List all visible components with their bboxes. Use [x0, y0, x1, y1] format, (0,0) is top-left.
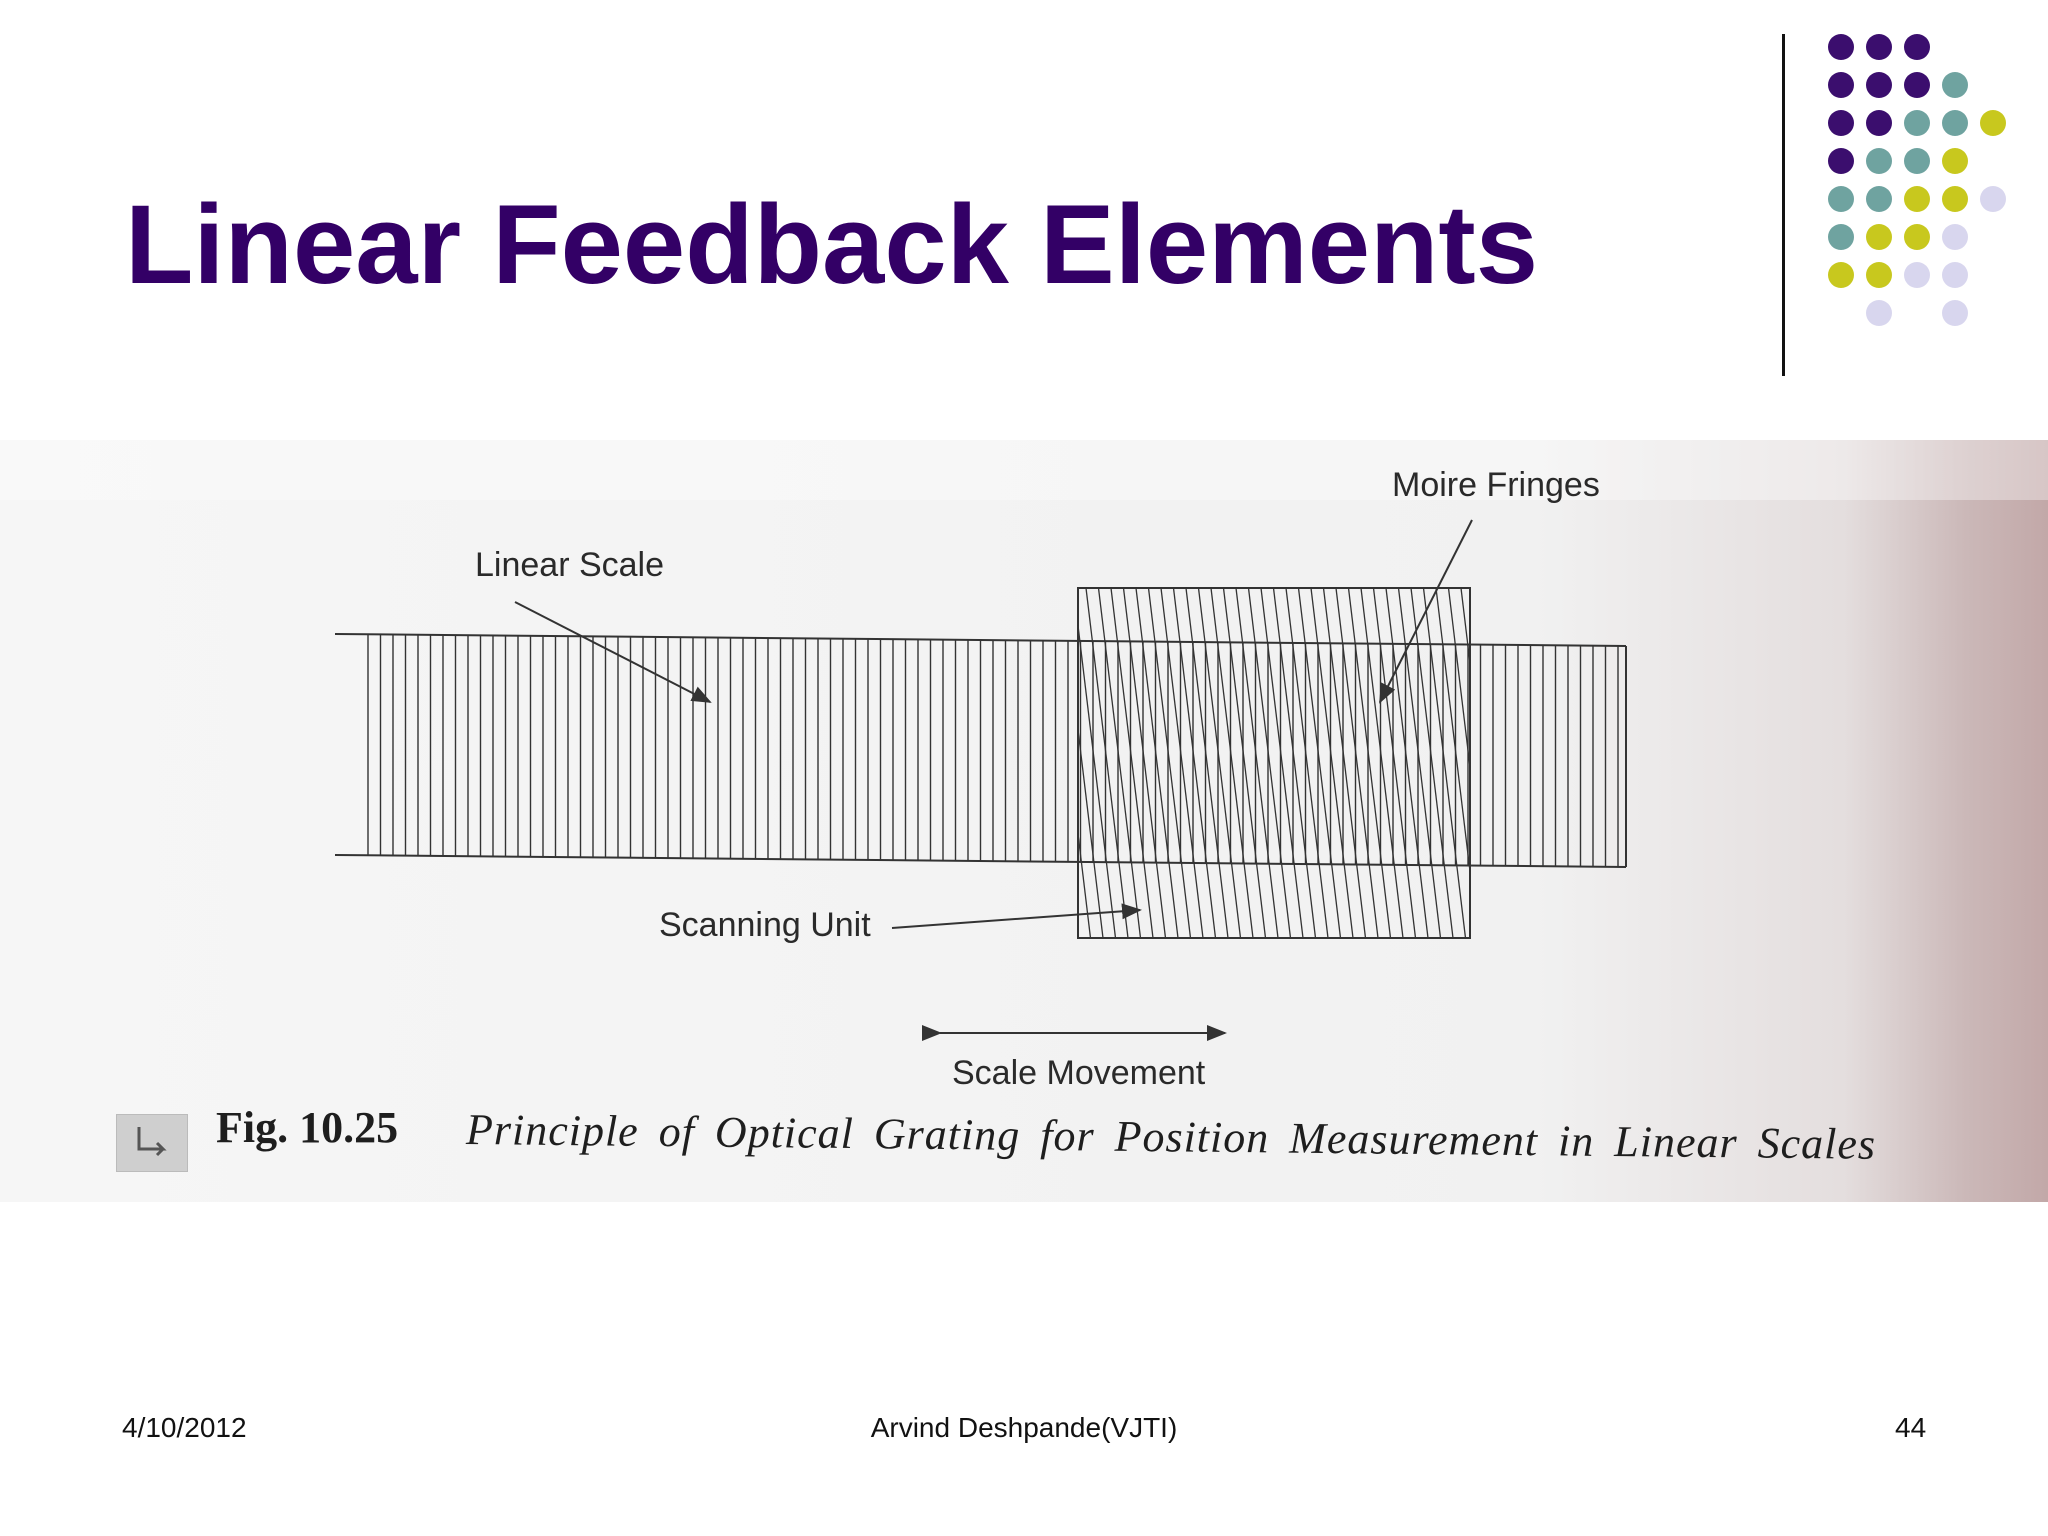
decor-dot — [1866, 34, 1892, 60]
decor-dot — [1942, 72, 1968, 98]
figure-number: Fig. 10.25 — [216, 1103, 399, 1152]
scale-movement-label: Scale Movement — [952, 1054, 1206, 1092]
scanning-unit-grating-line — [1185, 587, 1229, 939]
decor-dot — [1942, 148, 1968, 174]
scanning-unit-grating-line — [1397, 587, 1442, 939]
decor-dot — [1866, 148, 1892, 174]
scanning-unit-grating-line — [1260, 587, 1304, 939]
scanning-unit-grating-line — [1310, 587, 1354, 939]
decor-dot — [1828, 110, 1854, 136]
figure-caption-text: Principle of Optical Grating for Positio… — [465, 1105, 1877, 1169]
decor-dot — [1942, 262, 1968, 288]
scanning-unit-grating-line — [1077, 625, 1117, 939]
decor-dot — [1866, 72, 1892, 98]
scanning-unit-grating-line — [1122, 587, 1167, 939]
moire-fringes-pointer — [1379, 519, 1473, 704]
scanning-unit-grating-line — [1160, 587, 1204, 939]
linear-scale-label: Linear Scale — [475, 546, 665, 584]
moire-fringes-label: Moire Fringes — [1392, 466, 1600, 504]
decor-dot — [1904, 34, 1930, 60]
scanning-unit-grating-line — [1435, 587, 1471, 872]
photo-background — [0, 440, 2048, 1202]
decor-dot — [1866, 262, 1892, 288]
scanning-unit-grating-line — [1210, 587, 1254, 939]
scanning-unit-grating-line — [1422, 587, 1467, 939]
scanning-unit-grating-line — [1272, 587, 1317, 939]
dot-grid-decoration — [1828, 34, 2006, 326]
scanning-unit-grating-line — [1222, 587, 1267, 939]
decor-dot — [1828, 148, 1854, 174]
scanning-unit-grating-line — [1077, 833, 1092, 939]
scanning-unit-grating-line — [1385, 587, 1429, 939]
scanning-unit-grating-line — [1410, 587, 1454, 939]
decor-dot — [1942, 300, 1968, 326]
footer-page-number: 44 — [1895, 1412, 1927, 1443]
scanning-unit — [1077, 587, 1471, 939]
decor-dot — [1828, 186, 1854, 212]
scanning-unit-grating-line — [1460, 587, 1471, 664]
optical-grating-diagram — [0, 440, 2048, 1202]
scanning-unit-grating-line — [1447, 587, 1471, 768]
scanning-unit-grating-line — [1172, 587, 1217, 939]
decor-dot — [1904, 186, 1930, 212]
decor-dot — [1904, 148, 1930, 174]
figure-photo: Moire Fringes Linear Scale Scanning Unit… — [0, 440, 2048, 1202]
scanning-unit-grating-line — [1110, 587, 1154, 939]
footer-author: Arvind Deshpande(VJTI) — [870, 1412, 1178, 1443]
decor-dot — [1904, 262, 1930, 288]
decor-dot — [1904, 110, 1930, 136]
scanning-unit-grating-line — [1347, 587, 1392, 939]
decor-dot — [1904, 72, 1930, 98]
decor-dot — [1828, 224, 1854, 250]
decor-dot — [1942, 186, 1968, 212]
decor-dot — [1866, 110, 1892, 136]
footer-date: 4/10/2012 — [122, 1412, 247, 1443]
decor-dot — [1942, 224, 1968, 250]
scanning-unit-grating-line — [1147, 587, 1192, 939]
decor-dot — [1942, 110, 1968, 136]
linear-scale — [334, 633, 1627, 868]
photo-top-band — [0, 440, 2048, 500]
scanning-unit-grating-line — [1077, 729, 1104, 939]
decor-dot — [1828, 262, 1854, 288]
scanning-unit-grating-line — [1197, 587, 1242, 939]
decor-dot — [1866, 300, 1892, 326]
figure-marker-icon — [116, 1114, 188, 1172]
scanning-unit-pointer — [891, 903, 1142, 929]
scanning-unit-grating-line — [1360, 587, 1404, 939]
scanning-unit-grating-line — [1297, 587, 1342, 939]
decor-dot — [1866, 224, 1892, 250]
scanning-unit-grating-line — [1247, 587, 1292, 939]
scanning-unit-grating-line — [1285, 587, 1329, 939]
scanning-unit-label: Scanning Unit — [659, 906, 871, 944]
scanning-unit-grating-line — [1335, 587, 1379, 939]
decor-dot — [1904, 224, 1930, 250]
figure-caption: Fig. 10.25 Principle of Optical Grating … — [116, 1090, 2006, 1190]
scanning-unit-grating-line — [1372, 587, 1417, 939]
linear-scale-pointer — [514, 601, 712, 703]
scanning-unit-grating-line — [1085, 587, 1129, 939]
scanning-unit-grating-line — [1097, 587, 1142, 939]
decor-dot — [1828, 72, 1854, 98]
scanning-unit-grating-line — [1322, 587, 1367, 939]
slide-title: Linear Feedback Elements — [125, 182, 1539, 307]
decor-dot — [1980, 186, 2006, 212]
decor-dot — [1828, 34, 1854, 60]
title-divider — [1782, 34, 1785, 376]
decor-dot — [1866, 186, 1892, 212]
scanning-unit-grating-line — [1135, 587, 1179, 939]
scanning-unit-grating-line — [1235, 587, 1279, 939]
decor-dot — [1980, 110, 2006, 136]
